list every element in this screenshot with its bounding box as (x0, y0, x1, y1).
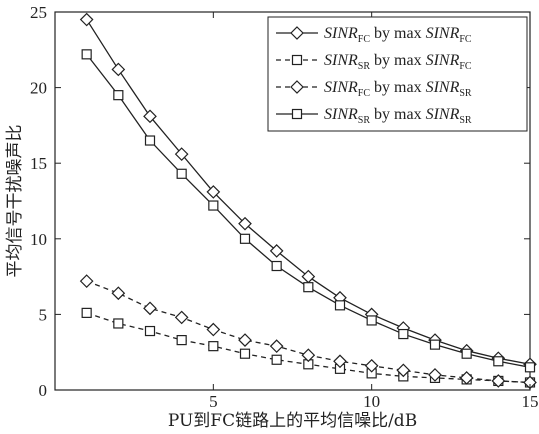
data-point (271, 354, 282, 365)
data-point (176, 168, 187, 179)
data-point (491, 374, 506, 388)
legend-item: SINRSR by max SINRSR (276, 106, 472, 126)
data-point (398, 328, 409, 340)
data-point (113, 90, 124, 101)
legend-label: SINRFC by max SINRFC (324, 25, 472, 45)
series-1 (79, 12, 537, 372)
legend-label-part: by max (370, 25, 426, 42)
data-point (81, 49, 92, 60)
legend-label-part: SINR (426, 106, 460, 123)
legend-label-part: SINR (324, 25, 358, 42)
legend-label-part: SINR (426, 52, 460, 69)
data-point (208, 341, 219, 352)
legend-box (267, 16, 528, 132)
legend-label-part: SINR (324, 106, 358, 123)
legend-marker (290, 80, 304, 94)
data-point (81, 307, 92, 318)
legend-label: SINRSR by max SINRSR (324, 106, 472, 126)
legend-label: SINRFC by max SINRSR (324, 79, 472, 99)
data-point (396, 363, 411, 378)
data-point (461, 348, 472, 359)
data-point (493, 356, 504, 367)
x-axis-title: PU到FC链路上的平均信噪比/dB (168, 411, 417, 431)
data-point (239, 233, 251, 244)
legend-label-part: SINR (426, 25, 460, 42)
data-point (79, 12, 94, 27)
legend-label-part: FC (459, 61, 472, 72)
data-point (111, 62, 126, 77)
y-axis-title: 平均信号干扰噪声比 (5, 125, 25, 278)
data-point (334, 300, 346, 311)
data-point (143, 109, 157, 124)
legend-label-part: SR (459, 88, 472, 99)
data-point (301, 348, 316, 363)
data-point (144, 325, 156, 337)
legend-label-part: SR (459, 115, 472, 126)
data-point (366, 315, 377, 326)
legend-label-part: by max (370, 106, 426, 123)
data-point (238, 216, 252, 231)
y-tick-label: 0 (39, 381, 48, 400)
data-point (174, 147, 189, 161)
legend-item: SINRSR by max SINRFC (276, 52, 472, 72)
x-tick-label: 10 (363, 392, 380, 411)
data-point (333, 354, 347, 369)
legend-label-part: by max (370, 79, 426, 96)
series-layer (79, 12, 537, 390)
data-point (364, 358, 379, 373)
data-point (271, 260, 282, 272)
legend-label: SINRSR by max SINRFC (324, 52, 472, 72)
data-point (429, 339, 441, 350)
data-point (208, 200, 219, 211)
data-point (428, 368, 442, 382)
legend-label-part: SINR (324, 52, 358, 69)
data-point (303, 282, 314, 293)
legend-label-part: SR (358, 61, 371, 72)
legend-label-part: SINR (324, 79, 358, 96)
data-point (459, 371, 474, 385)
legend-item: SINRFC by max SINRFC (276, 25, 472, 45)
data-point (174, 310, 189, 325)
legend-label-part: SINR (426, 79, 460, 96)
data-point (176, 335, 187, 346)
x-tick-label: 15 (522, 392, 539, 411)
data-point (269, 339, 284, 354)
plot-area (54, 11, 531, 391)
legend-marker (291, 108, 303, 120)
legend-item: SINRFC by max SINRSR (276, 79, 472, 99)
y-tick-label: 20 (30, 79, 47, 98)
data-point (144, 135, 156, 146)
tick-layer: 5 10 15 0 5 10 15 20 25 (30, 3, 539, 411)
legend-label-part: FC (358, 34, 371, 45)
data-point (143, 301, 157, 316)
legend-label-part: FC (459, 34, 472, 45)
data-point (206, 185, 221, 199)
legend-marker (290, 26, 304, 40)
data-point (79, 274, 94, 288)
y-tick-label: 25 (30, 3, 47, 22)
legend-label-part: by max (370, 52, 426, 69)
series-3 (79, 274, 537, 390)
series-4 (81, 49, 536, 373)
legend-label-part: FC (358, 88, 371, 99)
data-point (238, 333, 252, 347)
y-tick-label: 15 (30, 154, 47, 173)
data-point (269, 244, 284, 258)
data-point (239, 348, 251, 359)
legend-label-part: SR (358, 115, 371, 126)
data-point (111, 286, 126, 301)
x-tick-label: 5 (209, 392, 218, 411)
data-point (206, 322, 221, 337)
legend-marker (291, 54, 303, 66)
y-tick-label: 10 (30, 230, 47, 249)
y-tick-label: 5 (39, 305, 48, 324)
data-point (524, 362, 536, 373)
data-point (113, 318, 124, 329)
